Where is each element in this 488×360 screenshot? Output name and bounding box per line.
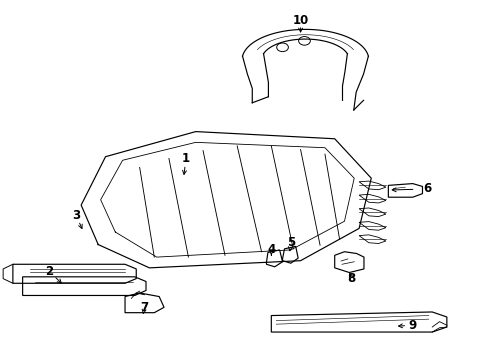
Text: 10: 10 — [292, 14, 308, 27]
Text: 7: 7 — [140, 301, 148, 314]
Text: 2: 2 — [45, 265, 53, 278]
Text: 4: 4 — [266, 243, 275, 256]
Text: 8: 8 — [347, 272, 355, 285]
Text: 5: 5 — [286, 236, 294, 249]
Text: 3: 3 — [72, 210, 80, 222]
Text: 1: 1 — [182, 152, 190, 165]
Text: 9: 9 — [408, 319, 416, 332]
Text: 6: 6 — [422, 183, 430, 195]
